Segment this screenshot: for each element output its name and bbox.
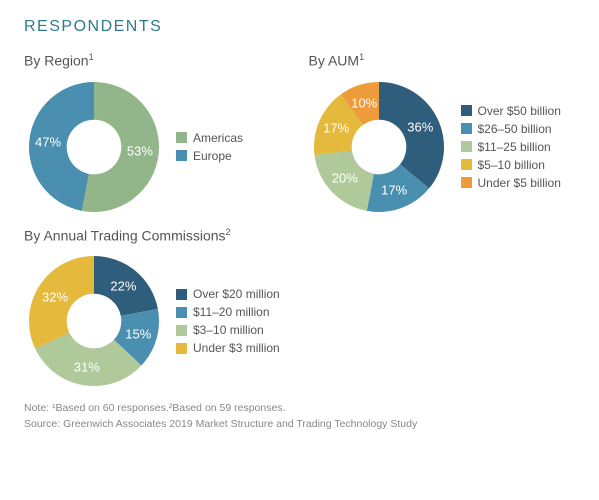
legend-label: Americas [193,131,243,145]
slice-label: 53% [127,143,153,158]
legend-swatch [461,105,472,116]
legend-label: Under $3 million [193,341,280,355]
legend-swatch [461,141,472,152]
region-title-text: By Region [24,53,89,69]
panel-region-title: By Region1 [24,52,291,69]
legend-swatch [176,307,187,318]
legend-swatch [176,150,187,161]
commissions-title-super: 2 [226,227,231,237]
slice-label: 47% [35,135,61,150]
legend-swatch [176,289,187,300]
slice-label: 36% [407,120,433,135]
slice-label: 10% [351,95,377,110]
legend-label: $26–50 billion [478,122,552,136]
slice-label: 32% [42,289,68,304]
slice-label: 20% [332,171,358,186]
commissions-title-text: By Annual Trading Commissions [24,227,226,243]
legend-item: $5–10 billion [461,158,561,172]
legend-label: Over $50 billion [478,104,561,118]
page-title: RESPONDENTS [24,18,575,36]
legend-swatch [461,159,472,170]
legend-item: $11–25 billion [461,140,561,154]
legend-label: Europe [193,149,232,163]
legend-label: Under $5 billion [478,176,561,190]
region-title-super: 1 [89,52,94,62]
legend-label: $5–10 billion [478,158,545,172]
legend-item: $11–20 million [176,305,280,319]
legend-swatch [176,325,187,336]
footnote-1: Note: ¹Based on 60 responses.²Based on 5… [24,401,575,417]
legend-region: Americas Europe [176,131,243,163]
slice-label: 17% [323,121,349,136]
panel-region: By Region1 53% 47% Americas Europe [24,52,291,217]
slice-label: 22% [110,278,136,293]
donut-aum: 36%17%20%17%10% [309,77,449,217]
legend-label: Over $20 million [193,287,280,301]
panel-commissions-title: By Annual Trading Commissions2 [24,227,354,244]
aum-title-super: 1 [359,52,364,62]
legend-item: Over $20 million [176,287,280,301]
legend-item: Under $5 billion [461,176,561,190]
legend-aum: Over $50 billion $26–50 billion $11–25 bil… [461,104,561,190]
slice-label: 31% [74,359,100,374]
slice-label: 17% [381,183,407,198]
legend-item: $3–10 million [176,323,280,337]
legend-item: $26–50 billion [461,122,561,136]
panel-aum-title: By AUM1 [309,52,576,69]
footnote-2: Source: Greenwich Associates 2019 Market… [24,417,575,433]
aum-title-text: By AUM [309,53,360,69]
legend-swatch [461,177,472,188]
panel-commissions: By Annual Trading Commissions2 22% 15% 31%… [24,227,354,392]
legend-swatch [176,132,187,143]
donut-region: 53% 47% [24,77,164,217]
legend-item: Under $3 million [176,341,280,355]
footnotes: Note: ¹Based on 60 responses.²Based on 5… [24,401,575,433]
top-row: By Region1 53%47% AmericasEurope By AUM1… [24,52,575,217]
legend-commissions: Over $20 million $11–20 million $3–10 mill… [176,287,280,355]
panel-aum: By AUM1 36%17%20%17%10% Over $50 billion… [309,52,576,217]
legend-label: $11–20 million [193,305,270,319]
legend-label: $3–10 million [193,323,264,337]
legend-label: $11–25 billion [478,140,551,154]
legend-swatch [176,343,187,354]
legend-item: Over $50 billion [461,104,561,118]
legend-swatch [461,123,472,134]
slice-label: 15% [125,327,151,342]
donut-slice [379,82,444,188]
legend-item: Europe [176,149,243,163]
bottom-row: By Annual Trading Commissions2 22% 15% 31%… [24,227,575,392]
donut-commissions: 22% 15% 31% 32% [24,251,164,391]
legend-item: Americas [176,131,243,145]
